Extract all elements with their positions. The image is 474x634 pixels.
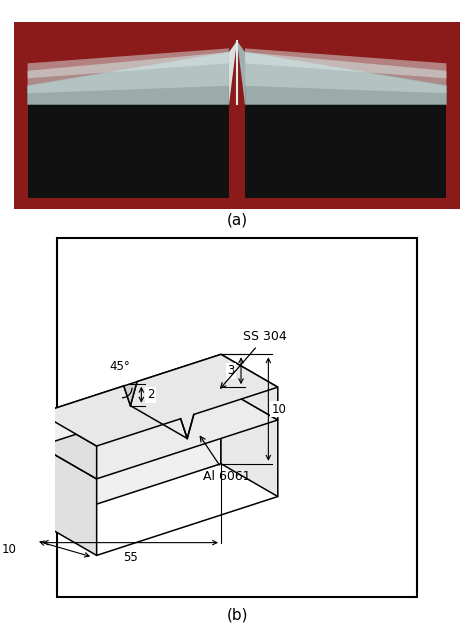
- Polygon shape: [27, 48, 229, 78]
- Polygon shape: [245, 52, 447, 105]
- Polygon shape: [27, 105, 229, 198]
- Polygon shape: [229, 105, 245, 198]
- Text: (b): (b): [226, 607, 248, 623]
- Text: (a): (a): [227, 213, 247, 228]
- Polygon shape: [40, 354, 278, 446]
- Text: 2: 2: [146, 388, 154, 401]
- Text: SS 304: SS 304: [221, 330, 287, 388]
- Polygon shape: [40, 413, 97, 479]
- Polygon shape: [40, 387, 278, 479]
- Polygon shape: [40, 354, 221, 446]
- Polygon shape: [14, 22, 460, 209]
- Text: 10: 10: [272, 403, 287, 415]
- Polygon shape: [245, 105, 447, 198]
- FancyBboxPatch shape: [56, 238, 418, 597]
- Text: Al 6061: Al 6061: [200, 436, 251, 483]
- Polygon shape: [237, 41, 245, 105]
- Polygon shape: [40, 387, 221, 522]
- Text: 10: 10: [1, 543, 16, 555]
- Polygon shape: [27, 52, 229, 93]
- Polygon shape: [27, 52, 229, 105]
- Polygon shape: [221, 354, 278, 420]
- Polygon shape: [245, 48, 447, 78]
- Text: 45°: 45°: [110, 360, 130, 373]
- Polygon shape: [221, 387, 278, 496]
- Polygon shape: [124, 382, 137, 406]
- Text: 3: 3: [227, 365, 235, 377]
- Polygon shape: [245, 52, 447, 93]
- Text: 55: 55: [123, 551, 138, 564]
- Polygon shape: [229, 41, 237, 105]
- Polygon shape: [40, 446, 97, 555]
